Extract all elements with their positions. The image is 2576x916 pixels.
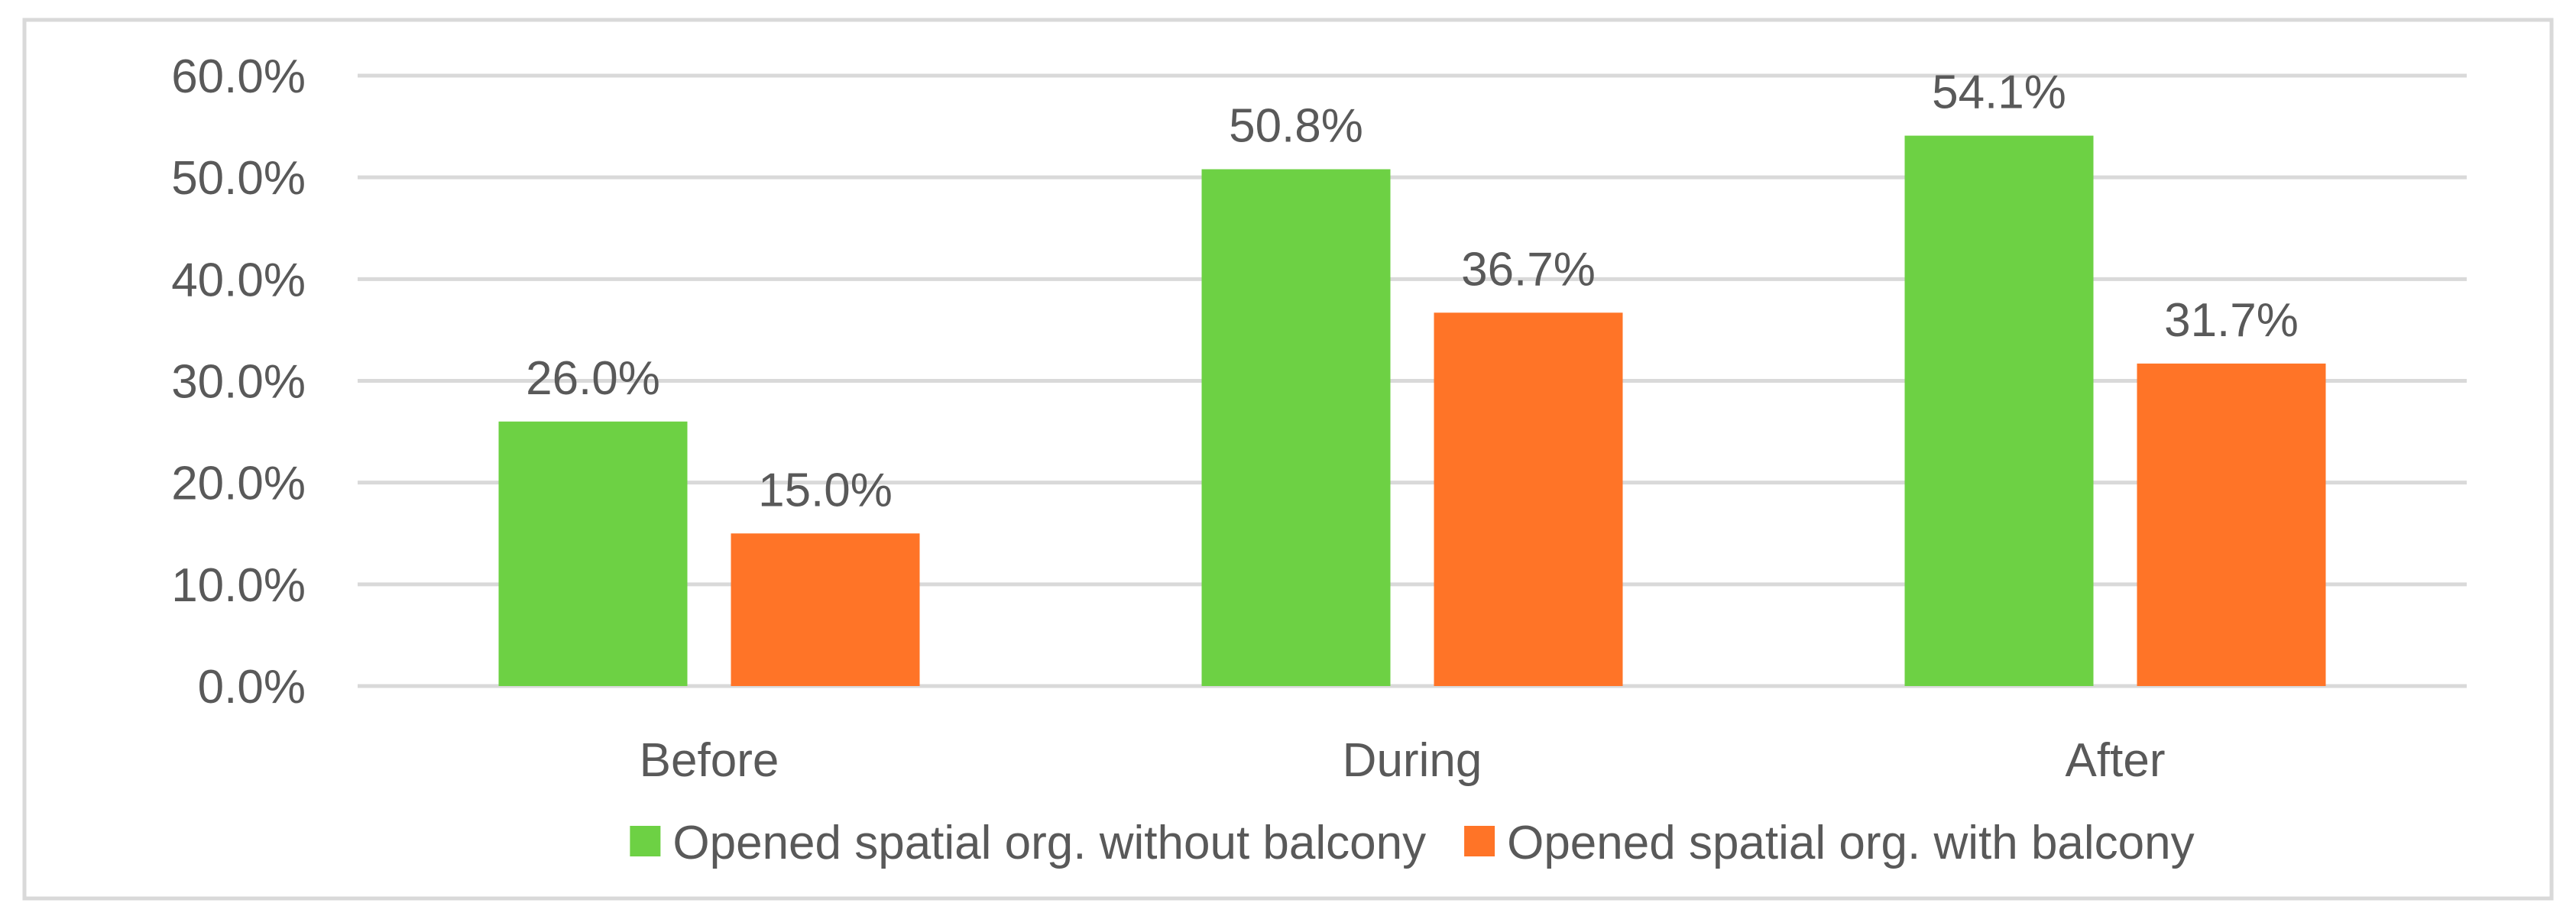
- x-axis-categories: Before During After: [640, 734, 2166, 787]
- legend-label: Opened spatial org. with balcony: [1507, 817, 2195, 869]
- x-category-label: Before: [640, 734, 779, 787]
- legend: Opened spatial org. without balcony Opene…: [630, 817, 2195, 869]
- x-category-label: After: [2066, 734, 2166, 787]
- data-label: 15.0%: [758, 464, 893, 516]
- bar: [731, 533, 920, 686]
- data-labels: 26.0% 15.0% 50.8% 36.7% 54.1% 31.7%: [526, 66, 2299, 517]
- legend-label: Opened spatial org. without balcony: [672, 817, 1426, 869]
- bars: [498, 135, 2326, 687]
- data-label: 36.7%: [1461, 243, 1596, 296]
- bar: [2137, 363, 2326, 686]
- y-tick-label: 50.0%: [171, 152, 306, 205]
- gridlines: [358, 73, 2467, 688]
- legend-swatch: [630, 826, 661, 856]
- bar: [1434, 312, 1623, 686]
- legend-swatch: [1464, 826, 1495, 856]
- y-axis-ticks: 0.0% 10.0% 20.0% 30.0% 40.0% 50.0% 60.0%: [171, 50, 306, 714]
- y-tick-label: 20.0%: [171, 458, 306, 510]
- x-category-label: During: [1343, 734, 1482, 787]
- y-tick-label: 30.0%: [171, 356, 306, 409]
- y-tick-label: 40.0%: [171, 254, 306, 306]
- data-label: 31.7%: [2164, 294, 2299, 347]
- bar: [498, 421, 688, 686]
- bar: [1201, 169, 1391, 687]
- data-label: 50.8%: [1229, 100, 1363, 153]
- data-label: 26.0%: [526, 352, 660, 405]
- data-label: 54.1%: [1932, 66, 2066, 119]
- bar: [1904, 135, 2094, 686]
- y-tick-label: 60.0%: [171, 50, 306, 103]
- y-tick-label: 10.0%: [171, 559, 306, 612]
- y-tick-label: 0.0%: [198, 661, 306, 714]
